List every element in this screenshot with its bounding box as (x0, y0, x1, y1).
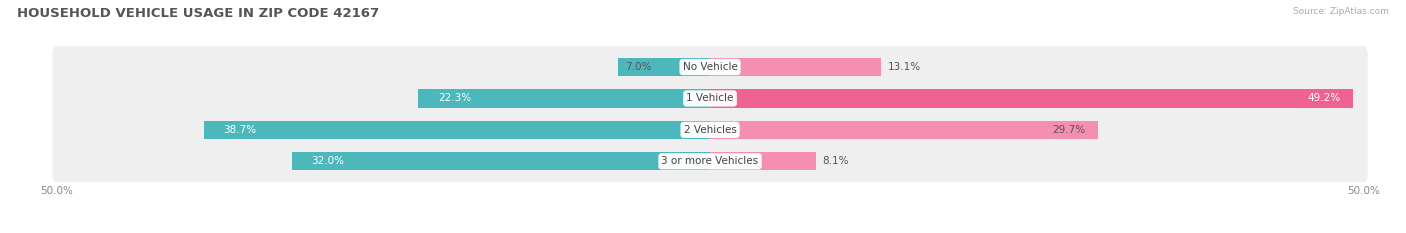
Text: 7.0%: 7.0% (626, 62, 651, 72)
Text: 38.7%: 38.7% (224, 125, 257, 135)
Bar (710, 89, 1354, 108)
FancyBboxPatch shape (52, 78, 1368, 119)
Text: 32.0%: 32.0% (311, 156, 344, 166)
Text: 49.2%: 49.2% (1308, 93, 1340, 103)
Bar (291, 152, 710, 170)
Bar (619, 58, 710, 76)
Bar (710, 121, 1098, 139)
FancyBboxPatch shape (52, 46, 1368, 88)
Text: Source: ZipAtlas.com: Source: ZipAtlas.com (1294, 7, 1389, 16)
Text: 3 or more Vehicles: 3 or more Vehicles (661, 156, 759, 166)
Text: 22.3%: 22.3% (439, 93, 471, 103)
FancyBboxPatch shape (52, 140, 1368, 182)
Text: 13.1%: 13.1% (887, 62, 921, 72)
FancyBboxPatch shape (52, 109, 1368, 151)
Text: No Vehicle: No Vehicle (682, 62, 738, 72)
Bar (419, 89, 710, 108)
Bar (710, 152, 815, 170)
Text: 2 Vehicles: 2 Vehicles (683, 125, 737, 135)
Text: 8.1%: 8.1% (823, 156, 849, 166)
Bar (710, 58, 882, 76)
Bar (204, 121, 710, 139)
Text: HOUSEHOLD VEHICLE USAGE IN ZIP CODE 42167: HOUSEHOLD VEHICLE USAGE IN ZIP CODE 4216… (17, 7, 380, 20)
Text: 29.7%: 29.7% (1052, 125, 1085, 135)
Text: 1 Vehicle: 1 Vehicle (686, 93, 734, 103)
